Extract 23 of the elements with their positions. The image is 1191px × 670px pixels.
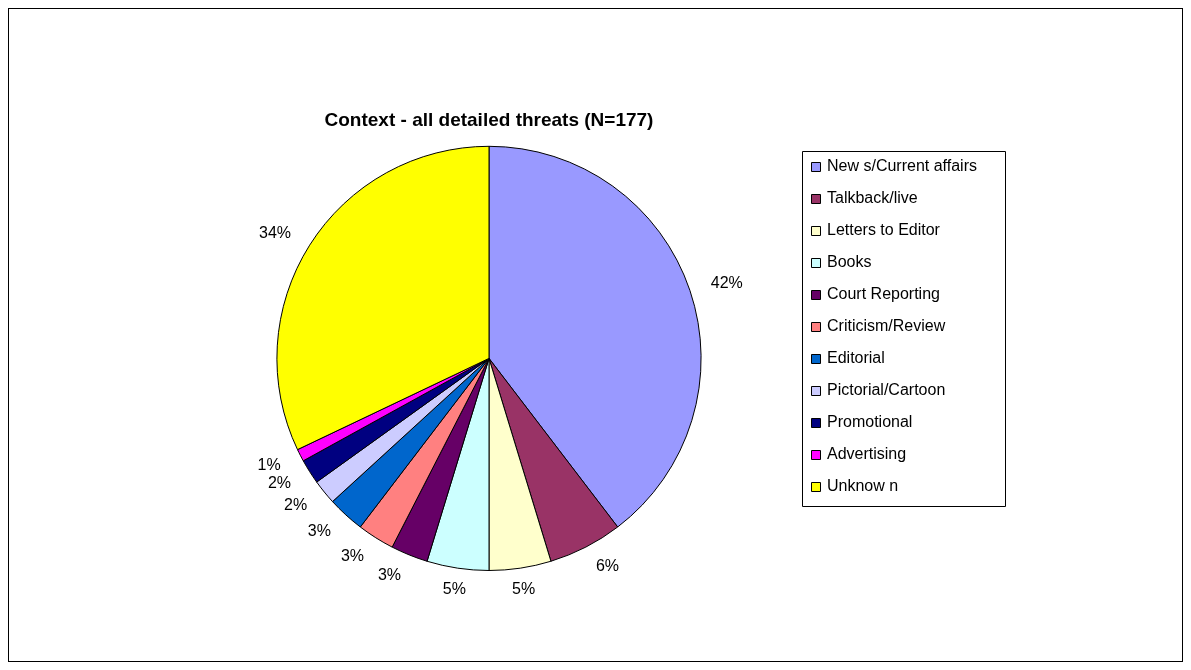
legend-label: Pictorial/Cartoon (827, 381, 946, 399)
data-label: 42% (710, 273, 743, 291)
data-label: 5% (442, 580, 466, 598)
data-label: 5% (512, 580, 536, 598)
data-label: 2% (267, 473, 292, 491)
data-label: 1% (257, 455, 281, 473)
legend-label: Promotional (827, 413, 913, 431)
data-label: 3% (340, 546, 365, 564)
legend-label: Books (827, 253, 872, 271)
legend-label: Advertising (827, 445, 907, 463)
legend-label: Talkback/live (827, 189, 918, 207)
data-label: 3% (377, 565, 402, 583)
legend-label: Unknow n (827, 477, 899, 495)
legend-label: Editorial (827, 349, 885, 367)
data-label: 3% (307, 521, 331, 539)
legend-label: Criticism/Review (827, 317, 946, 335)
legend-label: Letters to Editor (827, 221, 941, 239)
legend-label: New s/Current affairs (827, 157, 977, 175)
data-label: 2% (284, 496, 308, 514)
data-label: 6% (595, 557, 620, 575)
data-label: 34% (259, 223, 292, 241)
legend-label: Court Reporting (827, 285, 940, 303)
chart-title: Context - all detailed threats (N=177) (324, 108, 654, 130)
